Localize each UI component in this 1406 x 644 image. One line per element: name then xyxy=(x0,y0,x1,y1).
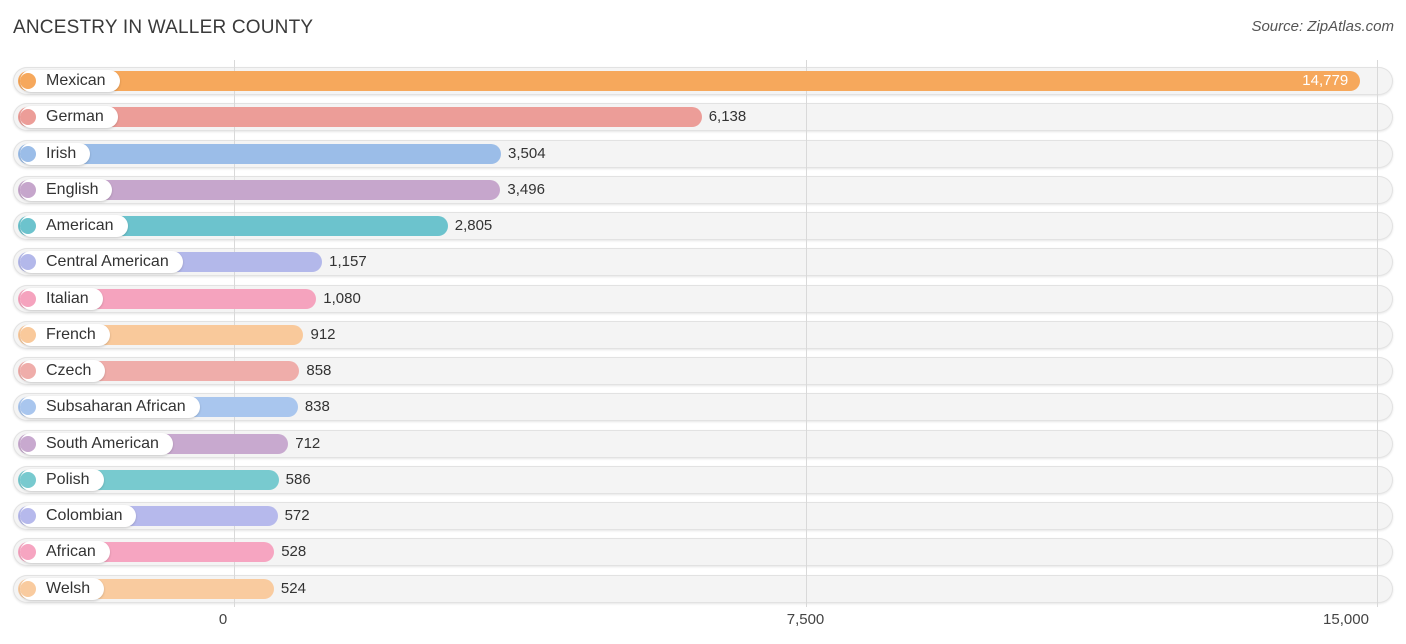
category-label: South American xyxy=(20,432,173,455)
category-label: Central American xyxy=(20,251,183,274)
category-color-dot xyxy=(20,508,36,524)
x-tick-label: 7,500 xyxy=(786,611,825,628)
value-label: 1,157 xyxy=(329,253,367,271)
category-color-dot xyxy=(20,471,36,488)
gridline xyxy=(1377,60,1378,607)
category-color-dot xyxy=(20,326,36,343)
value-label: 912 xyxy=(310,325,336,343)
category-color-dot xyxy=(20,218,36,234)
value-label: 524 xyxy=(280,579,306,597)
bar[interactable] xyxy=(18,71,1361,91)
value-label: 858 xyxy=(306,362,332,379)
category-label: Colombian xyxy=(20,505,137,527)
category-color-dot xyxy=(20,544,36,561)
category-label: French xyxy=(20,323,110,346)
category-color-dot xyxy=(20,399,36,416)
source-note: Source: ZipAtlas.com xyxy=(1251,18,1394,35)
value-label: 838 xyxy=(304,398,330,416)
category-label: Welsh xyxy=(20,577,105,600)
value-label: 6,138 xyxy=(708,108,747,126)
category-label: German xyxy=(20,106,118,129)
bar[interactable] xyxy=(18,143,501,164)
category-color-dot xyxy=(20,109,36,126)
bar[interactable] xyxy=(18,107,702,128)
value-label: 2,805 xyxy=(454,217,493,234)
category-color-dot xyxy=(20,580,36,597)
x-tick-label: 0 xyxy=(218,611,228,628)
category-color-dot xyxy=(20,145,36,162)
value-label: 586 xyxy=(285,470,311,488)
category-color-dot xyxy=(20,254,36,271)
value-label: 14,779 xyxy=(1302,72,1349,89)
value-label: 3,496 xyxy=(507,180,545,198)
category-label: Subsaharan African xyxy=(20,396,200,419)
bar[interactable] xyxy=(18,179,501,200)
x-tick-label: 15,000 xyxy=(1323,611,1369,628)
category-color-dot xyxy=(20,435,36,452)
category-label: American xyxy=(20,215,128,237)
category-label: Italian xyxy=(20,287,103,310)
category-label: African xyxy=(20,541,110,564)
gridline xyxy=(806,60,807,607)
value-label: 3,504 xyxy=(508,144,546,162)
category-label: Irish xyxy=(20,142,91,165)
chart-title: ANCESTRY IN WALLER COUNTY xyxy=(13,17,314,38)
category-color-dot xyxy=(20,290,36,307)
category-label: Czech xyxy=(20,360,106,382)
value-label: 528 xyxy=(281,543,307,561)
category-color-dot xyxy=(20,363,36,379)
value-label: 1,080 xyxy=(323,289,361,307)
category-color-dot xyxy=(20,73,36,89)
category-color-dot xyxy=(20,181,36,198)
value-label: 572 xyxy=(284,507,310,524)
category-label: English xyxy=(20,178,113,201)
category-label: Polish xyxy=(20,468,104,491)
category-label: Mexican xyxy=(20,70,120,92)
value-label: 712 xyxy=(295,434,321,452)
